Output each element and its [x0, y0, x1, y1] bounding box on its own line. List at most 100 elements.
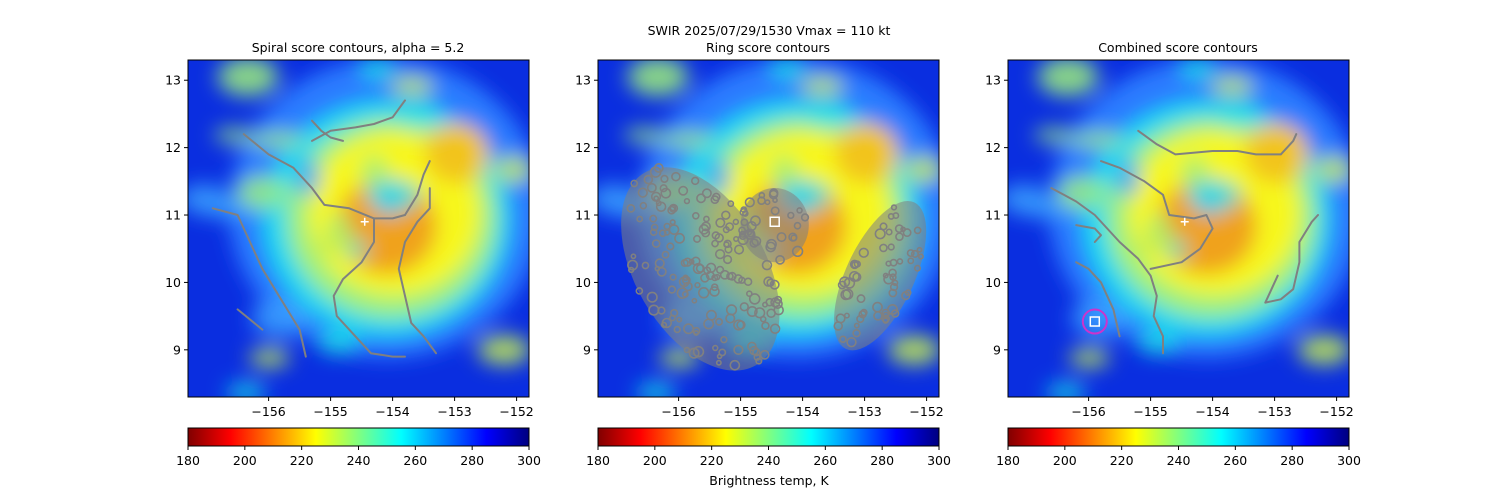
- score-contour-5: [397, 187, 437, 355]
- axes-frame: [1007, 59, 1350, 398]
- cloud-patch: [494, 156, 529, 183]
- panel-title-spiral: Spiral score contours, alpha = 5.2: [252, 40, 465, 55]
- axes-frame: [597, 59, 940, 398]
- cloud-patch: [306, 235, 356, 256]
- x-tick-label: −153: [847, 404, 881, 419]
- score-contour-5: [1264, 214, 1319, 304]
- figure-suptitle: SWIR 2025/07/29/1530 Vmax = 110 kt: [648, 23, 891, 38]
- storm-center-marker: [769, 216, 780, 228]
- cloud-patch: [1071, 131, 1125, 148]
- cloud-field: [188, 60, 529, 397]
- x-tick-label: −153: [437, 404, 471, 419]
- score-contour-2: [1050, 187, 1164, 355]
- cloud-patch: [188, 183, 230, 214]
- best-fit-circle: [1081, 308, 1108, 335]
- cloud-patch: [366, 180, 421, 211]
- cloud-band-5: [1244, 123, 1308, 184]
- cloud-patch: [1181, 154, 1208, 189]
- colorbar-tick-label: 220: [1110, 453, 1134, 468]
- colorbar-tick-label: 280: [870, 453, 894, 468]
- cloud-patch: [394, 100, 440, 127]
- colorbar-tick-label: 240: [347, 453, 371, 468]
- y-tick-label: 10: [165, 275, 181, 290]
- colorbar-tick-label: 180: [176, 453, 200, 468]
- x-tick-label: −152: [499, 404, 533, 419]
- cloud-patch: [1008, 183, 1050, 214]
- cloud-patch: [296, 159, 320, 197]
- ring-contour-cluster-1: [738, 188, 810, 265]
- cloud-patch: [361, 154, 388, 189]
- y-tick-label: 9: [993, 342, 1001, 357]
- cloud-patch: [1046, 382, 1086, 397]
- cloud-field: [1008, 60, 1349, 397]
- colorbar-tick-label: 220: [290, 453, 314, 468]
- colorbar-label: Brightness temp, K: [709, 473, 829, 488]
- score-contour-1: [311, 119, 344, 142]
- score-contour-0: [1137, 129, 1298, 156]
- y-tick-label: 11: [165, 208, 181, 223]
- cloud-patch: [771, 154, 798, 189]
- y-tick-label: 13: [575, 73, 591, 88]
- cloud-patch: [1211, 76, 1254, 96]
- y-tick-label: 12: [575, 140, 591, 155]
- cloud-patch: [636, 382, 676, 397]
- x-tick-label: −156: [251, 404, 285, 419]
- ring-contour-cluster-0: [621, 163, 784, 371]
- x-tick-label: −152: [1319, 404, 1353, 419]
- colorbar-tick-label: 180: [996, 453, 1020, 468]
- cloud-patch: [1069, 348, 1110, 368]
- colorbar-tick-label: 300: [927, 453, 951, 468]
- cloud-patch: [477, 334, 529, 365]
- score-contour-6: [211, 207, 307, 358]
- colorbar-gradient: [1007, 427, 1350, 447]
- y-tick-label: 12: [985, 140, 1001, 155]
- storm-center-marker: [360, 217, 369, 226]
- panel-combined: Combined score contours −156 −155 −154 −153…: [985, 40, 1361, 468]
- colorbar-spiral: 180 200 220 240 260 280 300: [176, 427, 541, 468]
- colorbar-tick-label: 220: [700, 453, 724, 468]
- cloud-patch: [624, 128, 665, 143]
- cloud-patch: [1116, 159, 1140, 197]
- y-tick-label: 9: [173, 342, 181, 357]
- score-contour-7: [236, 308, 264, 331]
- y-tick-label: 13: [165, 73, 181, 88]
- y-tick-label: 12: [165, 140, 181, 155]
- colorbar-tick-label: 180: [586, 453, 610, 468]
- cloud-patch: [1137, 330, 1178, 355]
- x-tick-label: −155: [1133, 404, 1167, 419]
- cloud-patch: [217, 60, 279, 97]
- colorbar-combined: 180 200 220 240 260 280 300: [996, 427, 1361, 468]
- x-tick-label: −156: [661, 404, 695, 419]
- cloud-patch: [226, 382, 266, 397]
- x-tick-label: −156: [1071, 404, 1105, 419]
- x-tick-label: −154: [1195, 404, 1229, 419]
- cloud-patch: [887, 334, 939, 365]
- colorbar-tick-label: 200: [643, 453, 667, 468]
- score-contour-3: [404, 160, 431, 216]
- cloud-band-5: [834, 123, 898, 184]
- x-tick-label: −153: [1257, 404, 1291, 419]
- cloud-patch: [804, 100, 850, 127]
- y-tick-label: 13: [985, 73, 1001, 88]
- cloud-patch: [661, 131, 715, 148]
- cloud-patch: [214, 128, 255, 143]
- colorbar-tick-label: 280: [460, 453, 484, 468]
- y-tick-label: 10: [985, 275, 1001, 290]
- colorbar-ring: 180 200 220 240 260 280 300: [586, 427, 951, 468]
- cloud-patch: [359, 60, 395, 80]
- cloud-patch: [391, 76, 434, 96]
- y-tick-label: 10: [575, 275, 591, 290]
- x-tick-label: −155: [313, 404, 347, 419]
- cloud-patch: [1037, 60, 1099, 97]
- colorbar-tick-label: 240: [757, 453, 781, 468]
- cloud-patch: [1056, 176, 1107, 209]
- cloud-patch: [1034, 128, 1075, 143]
- cloud-patch: [769, 60, 805, 80]
- colorbar-tick-label: 240: [1167, 453, 1191, 468]
- cloud-patch: [1179, 60, 1215, 80]
- x-tick-label: −154: [375, 404, 409, 419]
- colorbar-tick-label: 200: [1053, 453, 1077, 468]
- cloud-patch: [1297, 334, 1349, 365]
- colorbar-tick-label: 280: [1280, 453, 1304, 468]
- y-tick-label: 11: [985, 208, 1001, 223]
